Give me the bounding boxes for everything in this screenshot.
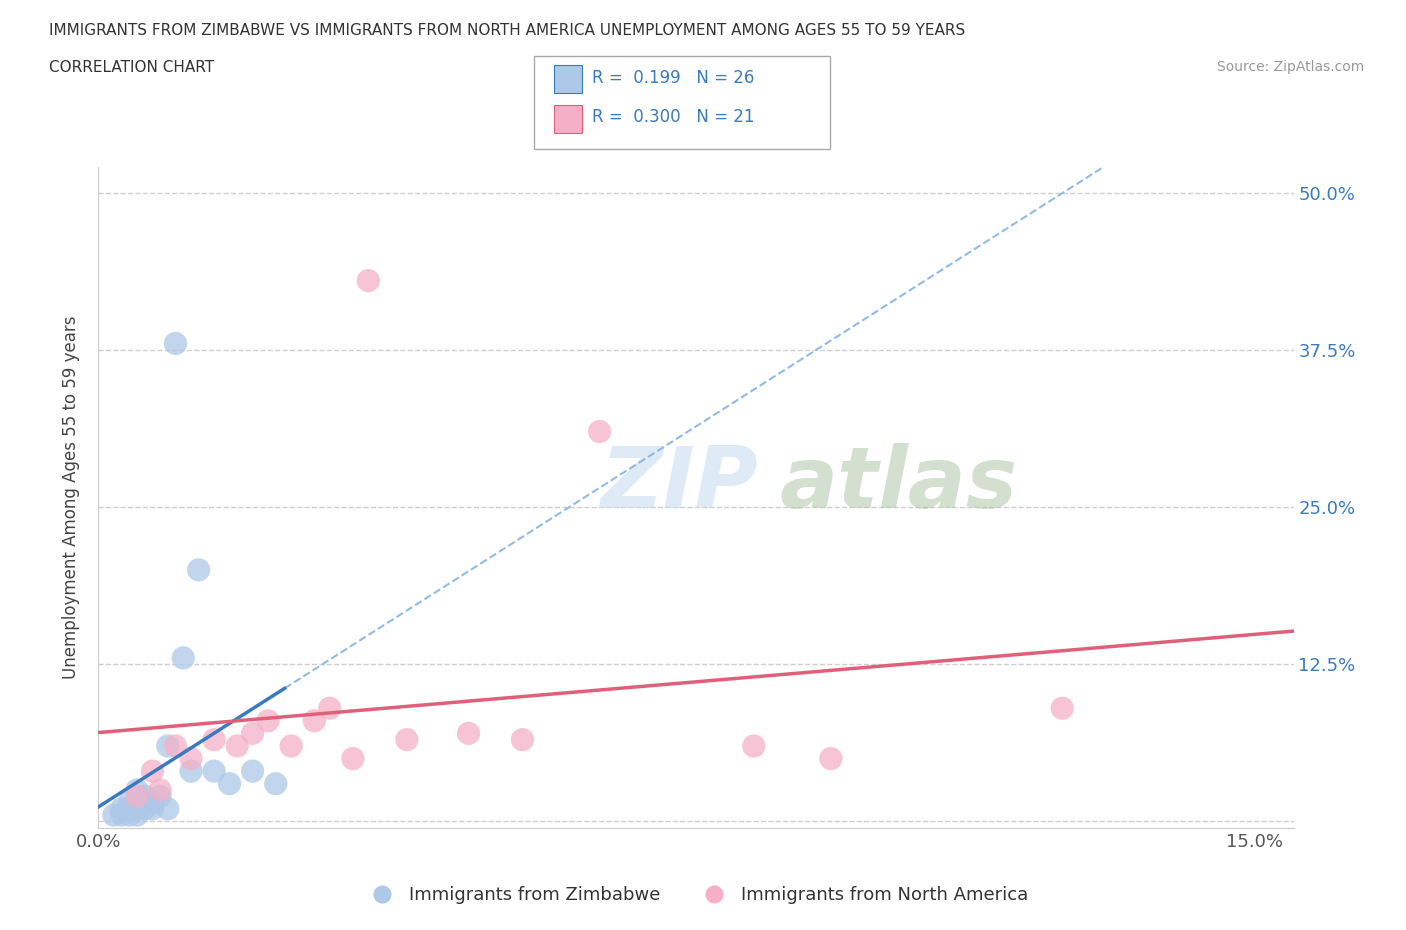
Text: ZIP: ZIP bbox=[600, 443, 758, 525]
Point bbox=[103, 807, 125, 822]
Point bbox=[280, 738, 302, 753]
Point bbox=[125, 789, 148, 804]
Point bbox=[134, 789, 156, 804]
Point bbox=[149, 782, 172, 797]
Point bbox=[242, 764, 264, 778]
Point bbox=[304, 713, 326, 728]
Point bbox=[141, 802, 163, 817]
Point bbox=[742, 738, 765, 753]
Point bbox=[110, 802, 132, 817]
Point bbox=[242, 726, 264, 741]
Point bbox=[134, 802, 156, 817]
Point bbox=[319, 701, 342, 716]
Text: atlas: atlas bbox=[779, 443, 1018, 525]
Point bbox=[125, 782, 148, 797]
Point bbox=[110, 807, 132, 822]
Point bbox=[180, 751, 202, 766]
Point bbox=[187, 563, 209, 578]
Text: Source: ZipAtlas.com: Source: ZipAtlas.com bbox=[1216, 60, 1364, 74]
Point bbox=[1050, 701, 1073, 716]
Point bbox=[202, 732, 225, 747]
Point bbox=[118, 802, 141, 817]
Point bbox=[342, 751, 364, 766]
Text: R =  0.300   N = 21: R = 0.300 N = 21 bbox=[592, 108, 755, 126]
Legend: Immigrants from Zimbabwe, Immigrants from North America: Immigrants from Zimbabwe, Immigrants fro… bbox=[356, 879, 1036, 911]
Point bbox=[165, 336, 187, 351]
Text: R =  0.199   N = 26: R = 0.199 N = 26 bbox=[592, 69, 754, 86]
Point bbox=[588, 424, 610, 439]
Point bbox=[395, 732, 418, 747]
Point bbox=[226, 738, 249, 753]
Point bbox=[264, 777, 287, 791]
Point bbox=[218, 777, 240, 791]
Point bbox=[357, 273, 380, 288]
Text: CORRELATION CHART: CORRELATION CHART bbox=[49, 60, 214, 75]
Text: IMMIGRANTS FROM ZIMBABWE VS IMMIGRANTS FROM NORTH AMERICA UNEMPLOYMENT AMONG AGE: IMMIGRANTS FROM ZIMBABWE VS IMMIGRANTS F… bbox=[49, 23, 966, 38]
Point bbox=[457, 726, 479, 741]
Point bbox=[165, 738, 187, 753]
Point bbox=[202, 764, 225, 778]
Point bbox=[118, 807, 141, 822]
Point bbox=[172, 650, 194, 665]
Point bbox=[134, 795, 156, 810]
Point bbox=[149, 789, 172, 804]
Point bbox=[820, 751, 842, 766]
Point bbox=[141, 795, 163, 810]
Point bbox=[257, 713, 280, 728]
Point bbox=[141, 764, 163, 778]
Point bbox=[512, 732, 534, 747]
Point bbox=[125, 807, 148, 822]
Y-axis label: Unemployment Among Ages 55 to 59 years: Unemployment Among Ages 55 to 59 years bbox=[62, 316, 80, 679]
Point bbox=[156, 738, 179, 753]
Point bbox=[156, 802, 179, 817]
Point bbox=[125, 802, 148, 817]
Point bbox=[118, 795, 141, 810]
Point bbox=[125, 795, 148, 810]
Point bbox=[180, 764, 202, 778]
